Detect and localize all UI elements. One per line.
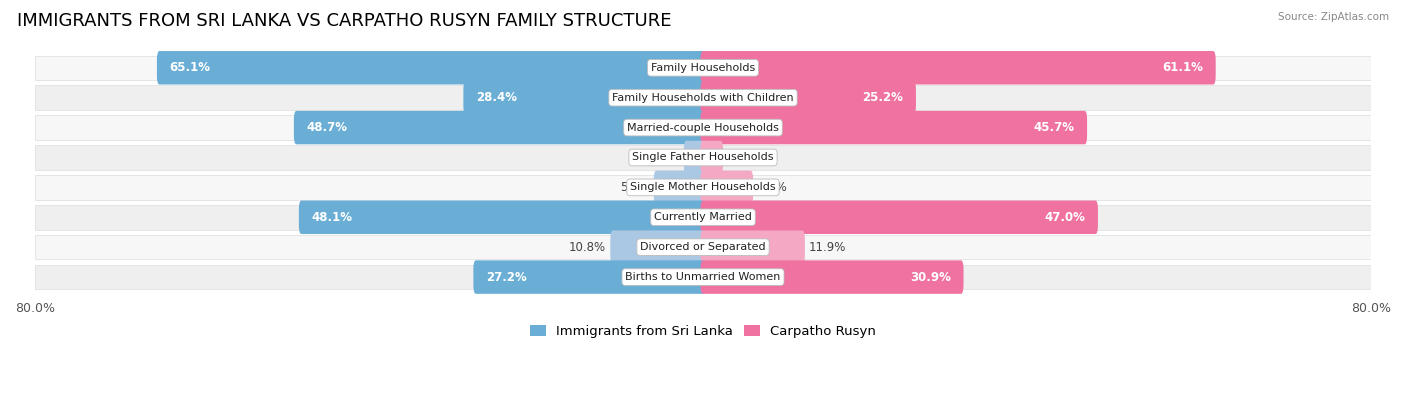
FancyBboxPatch shape [35,115,1371,140]
FancyBboxPatch shape [700,230,804,264]
FancyBboxPatch shape [157,51,706,85]
Text: 30.9%: 30.9% [910,271,950,284]
Text: Family Households with Children: Family Households with Children [612,93,794,103]
Text: 10.8%: 10.8% [569,241,606,254]
FancyBboxPatch shape [700,81,915,115]
FancyBboxPatch shape [610,230,706,264]
FancyBboxPatch shape [700,201,1098,234]
Legend: Immigrants from Sri Lanka, Carpatho Rusyn: Immigrants from Sri Lanka, Carpatho Rusy… [530,325,876,338]
FancyBboxPatch shape [464,81,706,115]
Text: 2.1%: 2.1% [727,151,756,164]
FancyBboxPatch shape [35,175,1371,199]
FancyBboxPatch shape [35,56,1371,80]
Text: Divorced or Separated: Divorced or Separated [640,242,766,252]
FancyBboxPatch shape [683,141,706,174]
Text: 5.7%: 5.7% [758,181,787,194]
FancyBboxPatch shape [35,265,1371,290]
Text: 47.0%: 47.0% [1045,211,1085,224]
Text: 5.6%: 5.6% [620,181,650,194]
Text: 65.1%: 65.1% [170,61,211,74]
FancyBboxPatch shape [35,85,1371,110]
Text: Currently Married: Currently Married [654,212,752,222]
Text: Family Households: Family Households [651,63,755,73]
Text: Married-couple Households: Married-couple Households [627,122,779,133]
Text: Births to Unmarried Women: Births to Unmarried Women [626,272,780,282]
Text: 48.7%: 48.7% [307,121,347,134]
FancyBboxPatch shape [700,141,723,174]
FancyBboxPatch shape [35,205,1371,229]
Text: 45.7%: 45.7% [1033,121,1074,134]
Text: Single Father Households: Single Father Households [633,152,773,162]
Text: 48.1%: 48.1% [311,211,353,224]
FancyBboxPatch shape [700,171,754,204]
FancyBboxPatch shape [294,111,706,144]
Text: 61.1%: 61.1% [1163,61,1204,74]
FancyBboxPatch shape [700,111,1087,144]
FancyBboxPatch shape [700,51,1216,85]
FancyBboxPatch shape [35,145,1371,170]
Text: Single Mother Households: Single Mother Households [630,182,776,192]
FancyBboxPatch shape [654,171,706,204]
Text: 27.2%: 27.2% [486,271,527,284]
FancyBboxPatch shape [35,235,1371,260]
Text: IMMIGRANTS FROM SRI LANKA VS CARPATHO RUSYN FAMILY STRUCTURE: IMMIGRANTS FROM SRI LANKA VS CARPATHO RU… [17,12,672,30]
Text: 2.0%: 2.0% [650,151,679,164]
FancyBboxPatch shape [700,260,963,294]
Text: 11.9%: 11.9% [808,241,846,254]
FancyBboxPatch shape [299,201,706,234]
Text: 25.2%: 25.2% [862,91,904,104]
Text: Source: ZipAtlas.com: Source: ZipAtlas.com [1278,12,1389,22]
FancyBboxPatch shape [474,260,706,294]
Text: 28.4%: 28.4% [475,91,517,104]
